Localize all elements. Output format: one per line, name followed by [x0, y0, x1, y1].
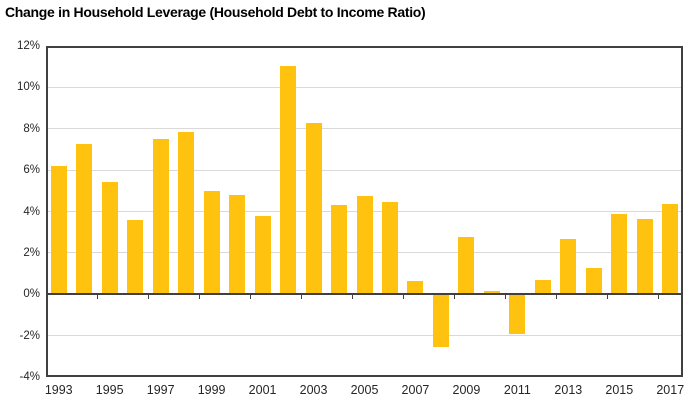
- y-tick-label: 4%: [23, 205, 40, 218]
- bar-1997: [152, 139, 169, 295]
- x-tick-2009: [453, 295, 455, 300]
- y-tick-label: -2%: [19, 329, 40, 342]
- bar-2008: [432, 294, 449, 347]
- bar-2006: [381, 202, 398, 295]
- x-tick-2007: [402, 295, 404, 300]
- bar-2014: [585, 268, 602, 295]
- gridline-10: [46, 86, 683, 88]
- x-tick-2011: [504, 295, 506, 300]
- bar-1996: [127, 219, 144, 295]
- bar-2012: [534, 279, 551, 295]
- gridline-8: [46, 128, 683, 130]
- x-tick-label: 2007: [401, 383, 430, 397]
- bar-1998: [178, 131, 195, 295]
- x-tick-1995: [96, 295, 98, 300]
- x-tick-label: 2015: [605, 383, 634, 397]
- x-tick-1999: [198, 295, 200, 300]
- x-tick-label: 2013: [554, 383, 583, 397]
- x-tick-label: 1995: [95, 383, 124, 397]
- x-tick-label: 1993: [44, 383, 73, 397]
- x-tick-label: 2005: [350, 383, 379, 397]
- bar-2009: [458, 237, 475, 295]
- x-tick-2005: [351, 295, 353, 300]
- bar-2005: [356, 195, 373, 295]
- bar-2016: [636, 218, 653, 295]
- bar-2015: [611, 213, 628, 295]
- bar-1993: [50, 165, 67, 295]
- y-tick-label: 2%: [23, 246, 40, 259]
- bar-2010: [483, 291, 500, 295]
- x-tick-label: 2001: [248, 383, 277, 397]
- x-tick-label: 2009: [452, 383, 481, 397]
- y-tick-label: 0%: [23, 288, 40, 301]
- x-tick-2013: [555, 295, 557, 300]
- bar-2017: [662, 204, 679, 295]
- bar-2004: [331, 205, 348, 295]
- y-tick-label: 6%: [23, 164, 40, 177]
- x-tick-2015: [606, 295, 608, 300]
- bar-2001: [254, 215, 271, 295]
- gridline--2: [46, 335, 683, 337]
- bar-2011: [509, 294, 526, 334]
- bar-1999: [203, 190, 220, 295]
- bar-1995: [101, 181, 118, 295]
- x-tick-label: 2003: [299, 383, 328, 397]
- y-tick-label: 12%: [16, 40, 40, 52]
- x-tick-label: 1999: [197, 383, 226, 397]
- bar-2013: [560, 239, 577, 295]
- x-tick-label: 1997: [146, 383, 175, 397]
- x-tick-2017: [657, 295, 659, 300]
- x-axis-zero-line: [46, 293, 683, 296]
- y-tick-label: 10%: [16, 81, 40, 94]
- x-tick-1993: [46, 295, 47, 300]
- gridline-6: [46, 169, 683, 171]
- x-tick-2001: [249, 295, 251, 300]
- y-tick-label: -4%: [19, 371, 40, 383]
- y-tick-label: 8%: [23, 122, 40, 135]
- chart-title: Change in Household Leverage (Household …: [5, 4, 426, 20]
- x-tick-label: 2017: [656, 383, 685, 397]
- x-tick-1997: [147, 295, 149, 300]
- x-tick-2003: [300, 295, 302, 300]
- bar-2007: [407, 280, 424, 295]
- x-tick-label: 2011: [503, 383, 531, 397]
- bar-2002: [280, 65, 297, 295]
- bar-1994: [76, 144, 93, 295]
- bar-2000: [229, 194, 246, 295]
- bar-2003: [305, 122, 322, 295]
